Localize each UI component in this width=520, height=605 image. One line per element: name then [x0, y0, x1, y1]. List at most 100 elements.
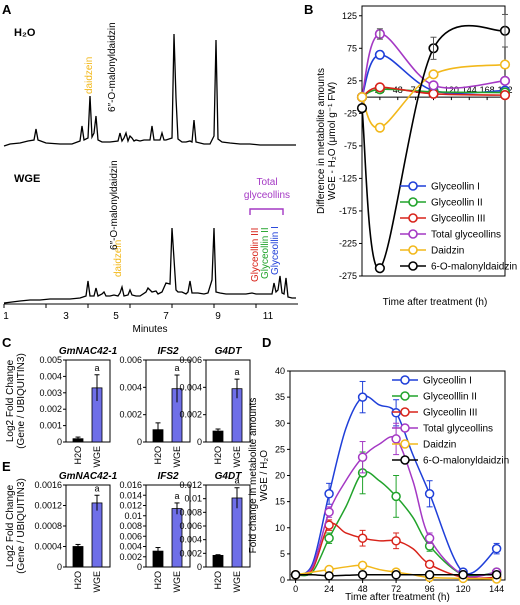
- annotation-glyceollin-ii: Glyceollin II: [260, 227, 271, 279]
- point-daidzin: [374, 122, 385, 133]
- y-tick-label: 0.004: [179, 535, 202, 545]
- x-axis-label: Time after treatment (h): [345, 592, 450, 603]
- series-line-glyceollin_II: [295, 470, 497, 578]
- y-tick-label: 0.004: [39, 371, 62, 381]
- point-glyceollin_II: [324, 533, 334, 543]
- point-glyceollin_II: [391, 491, 401, 502]
- x-tick-label: 72: [391, 584, 401, 594]
- y-tick-label: 0.008: [179, 507, 202, 517]
- legend-marker-glyceollin_III: [400, 407, 410, 417]
- y-tick-label: 0.01: [124, 511, 142, 521]
- point-daidzin: [499, 59, 511, 70]
- y-tick-label: 0: [137, 562, 142, 572]
- bracket-label-line1: Total: [256, 177, 277, 188]
- y-tick-label: 0.006: [119, 355, 142, 365]
- subplot-frame: [145, 359, 191, 443]
- legend-label-malonyl: 6-O-malonyldaidzin: [431, 262, 517, 273]
- x-tick-label: 144: [462, 85, 477, 95]
- legend-label-glyceollin_III: Glyceollin III: [431, 214, 485, 225]
- bar-WGE: [91, 502, 103, 568]
- series-line-daidzin: [361, 63, 506, 129]
- y-tick-label: 0.014: [119, 490, 142, 500]
- chart-b: 1257525-25-75-125-175-225-27524487296120…: [316, 5, 517, 308]
- total-glyceollins-bracket: [249, 208, 284, 215]
- y-tick-label: 0.006: [179, 355, 202, 365]
- y-tick-label: -125: [339, 173, 357, 183]
- legend-label-daidzin: Daidzin: [431, 246, 464, 257]
- point-glyceollin_III: [424, 559, 435, 570]
- x-tick-label: H2O: [213, 446, 223, 465]
- series-line-glyceollin_III: [361, 86, 506, 98]
- y-tick-label: 0.01: [184, 494, 202, 504]
- legend-label-glyceollin_II: Glyceolllin II: [423, 392, 477, 403]
- x-tick-label: 120: [444, 85, 459, 95]
- x-tick-label: WGE: [92, 446, 102, 468]
- y-tick-label: 0.001: [39, 421, 62, 431]
- chromatogram-panel: H₂O WGE daidzein 6″-O-malonyldaidzin dai…: [3, 22, 298, 335]
- point-total: [391, 434, 401, 444]
- series-line-malonyl: [361, 24, 506, 270]
- point-glyceollin_I: [357, 392, 368, 402]
- y-tick-label: 0.005: [39, 355, 62, 365]
- legend-marker-glyceollin_III: [408, 213, 418, 223]
- y-tick-label: 0.002: [39, 404, 62, 414]
- y-tick-label: 0.003: [39, 388, 62, 398]
- x-tick-label: H2O: [153, 446, 163, 465]
- legend-label-malonyl: 6-O-malonyldaidzin: [423, 456, 509, 467]
- y-tick-label: 0.012: [119, 501, 142, 511]
- x-tick-label: WGE: [172, 571, 182, 593]
- y-tick-label: 5: [280, 549, 285, 559]
- significance-label: a: [234, 476, 239, 486]
- legend-label-glyceollin_I: Glyceollin I: [423, 376, 472, 387]
- chart-d: 0 5 10 15 20 25 30 35 40 0 24 48 72 96 120 144 Fold chan…: [248, 366, 509, 603]
- bar-H2O: [72, 546, 84, 568]
- y-tick-label: 30: [275, 418, 285, 428]
- subplot-title: GmNAC42-1: [59, 471, 118, 482]
- x-tick-label: 24: [324, 584, 334, 594]
- y-tick-label: 0.006: [179, 521, 202, 531]
- y-tick-label: 0: [57, 562, 62, 572]
- point-daidzin: [357, 560, 368, 571]
- legend-label-daidzin: Daidzin: [423, 440, 456, 451]
- y-tick-label: 35: [275, 392, 285, 402]
- x-tick-label: 0: [293, 584, 298, 594]
- legend-marker-total: [400, 423, 410, 433]
- point-malonyl: [391, 570, 401, 580]
- point-glyceollin_I: [374, 49, 385, 60]
- panel-label-c: C: [2, 335, 12, 350]
- y-tick-label: 25: [275, 444, 285, 454]
- panel-label-d: D: [262, 335, 271, 350]
- x-tick-label: H2O: [213, 571, 223, 590]
- legend-marker-glyceollin_I: [400, 375, 410, 385]
- legend-label-total: Total glyceollins: [423, 424, 493, 435]
- significance-label: a: [174, 363, 179, 373]
- y-tick-label: 0.008: [119, 521, 142, 531]
- point-malonyl: [491, 570, 502, 580]
- chromatogram-ticks: [3, 304, 257, 308]
- y-axis-label-line2: WGE / H₂O: [259, 450, 270, 501]
- chromatogram-top-title: H₂O: [14, 27, 36, 39]
- point-glyceollin_III: [499, 90, 511, 101]
- annotation-glyceollin-iii: Glyceollin III: [250, 228, 261, 282]
- legend-marker-malonyl: [408, 261, 418, 271]
- chromatogram-bottom-title: WGE: [14, 173, 40, 185]
- legend-label-total: Total glyceollins: [431, 230, 501, 241]
- bracket-label-line2: glyceollins: [244, 190, 290, 201]
- legend-marker-glyceollin_II: [408, 197, 418, 207]
- subplot-frame: [65, 359, 111, 443]
- point-total: [357, 452, 368, 462]
- y-tick-label: 0.004: [179, 382, 202, 392]
- y-tick-label: 0.002: [179, 410, 202, 420]
- subplot-frame: [205, 484, 251, 568]
- y-tick-label: 15: [275, 497, 285, 507]
- point-total: [499, 75, 511, 86]
- x-tick-label: 120: [456, 584, 471, 594]
- point-glyceollin_III: [357, 533, 368, 543]
- y-tick-label: 0.006: [119, 531, 142, 541]
- y-tick-label: 0: [197, 562, 202, 572]
- y-tick-label: 125: [342, 11, 357, 21]
- x-tick-label: 48: [358, 584, 368, 594]
- chromatogram-xtick-7: 7: [163, 311, 169, 322]
- point-malonyl: [290, 570, 301, 580]
